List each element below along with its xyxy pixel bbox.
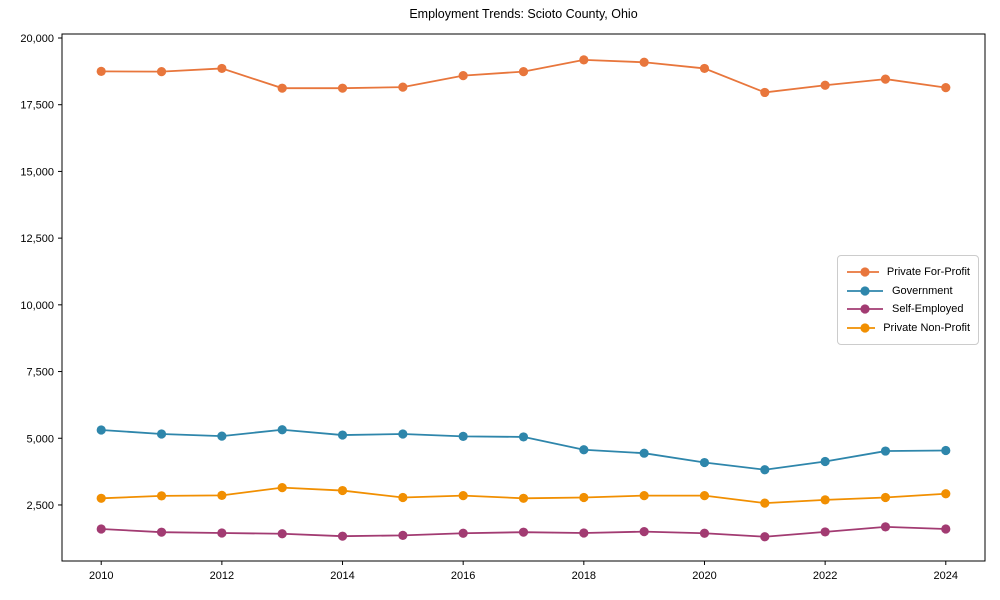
series-marker-private-non-profit xyxy=(337,485,348,496)
series-marker-private-non-profit xyxy=(518,493,529,503)
series-marker-government xyxy=(699,457,710,468)
series-marker-self-employed xyxy=(518,527,529,537)
y-tick-label: 7,500 xyxy=(26,367,54,379)
series-marker-government xyxy=(579,445,589,455)
series-marker-government xyxy=(639,448,649,458)
legend-label: Self-Employed xyxy=(892,303,964,316)
series-marker-private-non-profit xyxy=(277,483,287,493)
series-marker-self-employed xyxy=(639,527,649,537)
series-marker-government xyxy=(880,446,891,456)
series-marker-private-non-profit xyxy=(458,491,468,501)
legend-item: Self-Employed xyxy=(846,300,970,318)
series-marker-self-employed xyxy=(217,528,227,538)
x-tick-label: 2014 xyxy=(330,570,354,582)
x-tick-label: 2018 xyxy=(572,570,596,582)
series-marker-government xyxy=(760,465,770,475)
series-marker-self-employed xyxy=(699,528,710,538)
series-marker-government xyxy=(820,456,830,467)
y-tick-label: 20,000 xyxy=(20,33,54,45)
series-marker-private-non-profit xyxy=(579,492,589,503)
y-tick-label: 10,000 xyxy=(20,300,54,312)
series-marker-self-employed xyxy=(880,522,891,532)
y-tick-label: 2,500 xyxy=(26,500,54,512)
series-marker-private-non-profit xyxy=(156,491,167,501)
series-marker-self-employed xyxy=(820,527,830,537)
series-marker-government xyxy=(96,425,106,435)
series-marker-government xyxy=(277,425,287,435)
x-tick-label: 2022 xyxy=(813,570,837,582)
series-marker-self-employed xyxy=(941,524,951,534)
series-marker-private-for-profit xyxy=(398,82,408,92)
legend-line-marker-icon xyxy=(847,286,883,296)
y-tick-label: 12,500 xyxy=(20,233,54,245)
series-marker-private-non-profit xyxy=(941,489,951,499)
series-marker-self-employed xyxy=(398,530,408,540)
x-tick-label: 2020 xyxy=(692,570,716,582)
series-marker-private-for-profit xyxy=(96,66,106,76)
series-marker-self-employed xyxy=(760,532,770,542)
series-marker-self-employed xyxy=(156,527,167,537)
series-marker-private-non-profit xyxy=(699,491,710,501)
series-marker-self-employed xyxy=(337,531,348,541)
chart-title: Employment Trends: Scioto County, Ohio xyxy=(409,7,638,21)
series-marker-government xyxy=(337,430,348,440)
x-tick-label: 2012 xyxy=(210,570,234,582)
series-marker-self-employed xyxy=(277,529,287,539)
series-marker-private-for-profit xyxy=(699,63,710,74)
x-tick-label: 2016 xyxy=(451,570,475,582)
series-marker-private-non-profit xyxy=(398,492,408,503)
legend-label: Private Non-Profit xyxy=(883,321,970,334)
series-marker-private-non-profit xyxy=(639,491,649,501)
legend-line-marker-icon xyxy=(847,323,876,333)
series-marker-government xyxy=(398,429,408,439)
series-marker-private-for-profit xyxy=(941,83,951,93)
x-tick-label: 2010 xyxy=(89,570,113,582)
series-marker-private-for-profit xyxy=(217,63,227,74)
series-marker-private-for-profit xyxy=(880,74,891,84)
legend-item: Government xyxy=(846,282,970,300)
series-marker-private-for-profit xyxy=(820,80,830,90)
series-marker-self-employed xyxy=(458,528,468,538)
series-marker-government xyxy=(458,431,468,441)
y-tick-label: 5,000 xyxy=(26,433,54,445)
series-marker-private-for-profit xyxy=(277,83,287,93)
y-tick-label: 17,500 xyxy=(20,100,54,112)
series-marker-government xyxy=(941,445,951,456)
chart-legend: Private For-Profit Government Self-Employe… xyxy=(837,255,979,345)
series-marker-private-for-profit xyxy=(760,87,770,98)
series-marker-private-for-profit xyxy=(579,55,589,65)
series-marker-private-for-profit xyxy=(518,67,529,77)
series-marker-self-employed xyxy=(579,528,589,538)
series-marker-private-non-profit xyxy=(96,493,106,503)
legend-line-marker-icon xyxy=(847,267,879,277)
series-marker-private-for-profit xyxy=(639,57,649,67)
legend-label: Government xyxy=(892,284,953,297)
series-marker-private-non-profit xyxy=(820,495,830,505)
series-marker-private-for-profit xyxy=(458,71,468,81)
series-marker-private-non-profit xyxy=(760,498,770,508)
legend-item: Private For-Profit xyxy=(846,263,970,281)
series-marker-private-non-profit xyxy=(880,492,891,503)
series-marker-government xyxy=(217,431,227,441)
series-marker-private-for-profit xyxy=(337,83,348,93)
series-marker-government xyxy=(156,429,167,439)
y-tick-label: 15,000 xyxy=(20,166,54,178)
legend-item: Private Non-Profit xyxy=(846,319,970,337)
series-marker-private-for-profit xyxy=(156,67,167,77)
series-marker-self-employed xyxy=(96,524,106,534)
plot-border xyxy=(61,33,986,562)
series-marker-government xyxy=(518,432,529,442)
x-tick-label: 2024 xyxy=(934,570,958,582)
legend-line-marker-icon xyxy=(847,304,883,314)
series-marker-private-non-profit xyxy=(217,490,227,500)
legend-label: Private For-Profit xyxy=(886,266,970,278)
